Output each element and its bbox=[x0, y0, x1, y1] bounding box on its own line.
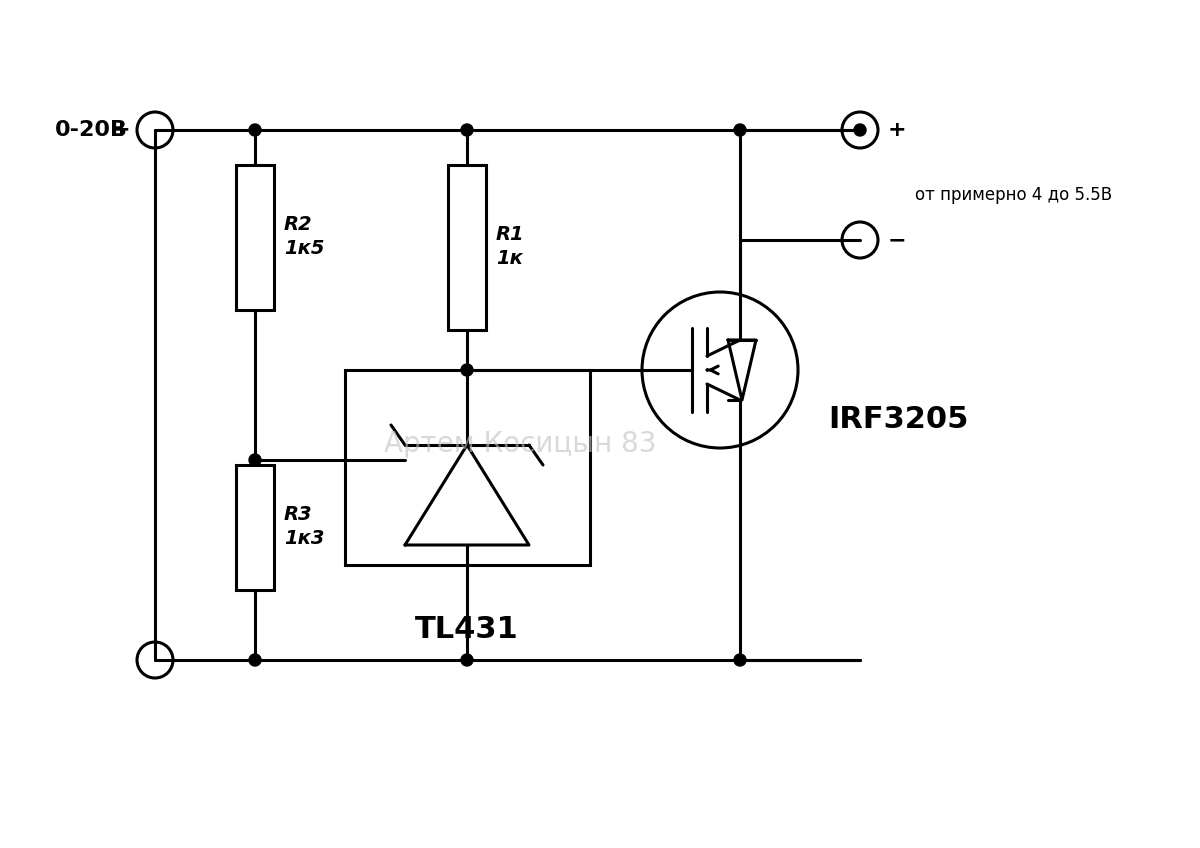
Text: 1к3: 1к3 bbox=[284, 529, 324, 549]
Text: 1к: 1к bbox=[496, 249, 523, 269]
Circle shape bbox=[250, 654, 262, 666]
Bar bbox=[236, 465, 274, 590]
Text: от примерно 4 до 5.5В: от примерно 4 до 5.5В bbox=[916, 186, 1112, 204]
Text: +: + bbox=[112, 120, 130, 140]
Circle shape bbox=[461, 124, 473, 136]
Circle shape bbox=[250, 454, 262, 466]
Circle shape bbox=[734, 654, 746, 666]
Text: 1к5: 1к5 bbox=[284, 239, 324, 259]
Bar bbox=[346, 370, 590, 565]
Text: IRF3205: IRF3205 bbox=[828, 405, 968, 434]
Text: −: − bbox=[888, 230, 907, 250]
Circle shape bbox=[250, 124, 262, 136]
Text: R2: R2 bbox=[284, 215, 313, 235]
Circle shape bbox=[854, 124, 866, 136]
Text: R1: R1 bbox=[496, 226, 524, 244]
Circle shape bbox=[461, 654, 473, 666]
Circle shape bbox=[461, 364, 473, 376]
Text: −: − bbox=[182, 650, 202, 670]
Text: Артем Косицын 83: Артем Косицын 83 bbox=[384, 430, 656, 458]
Text: 0-20В: 0-20В bbox=[55, 120, 128, 140]
Text: TL431: TL431 bbox=[415, 616, 518, 644]
Bar bbox=[448, 165, 486, 330]
Text: +: + bbox=[888, 120, 907, 140]
Circle shape bbox=[734, 124, 746, 136]
Bar bbox=[236, 165, 274, 310]
Text: R3: R3 bbox=[284, 505, 313, 525]
